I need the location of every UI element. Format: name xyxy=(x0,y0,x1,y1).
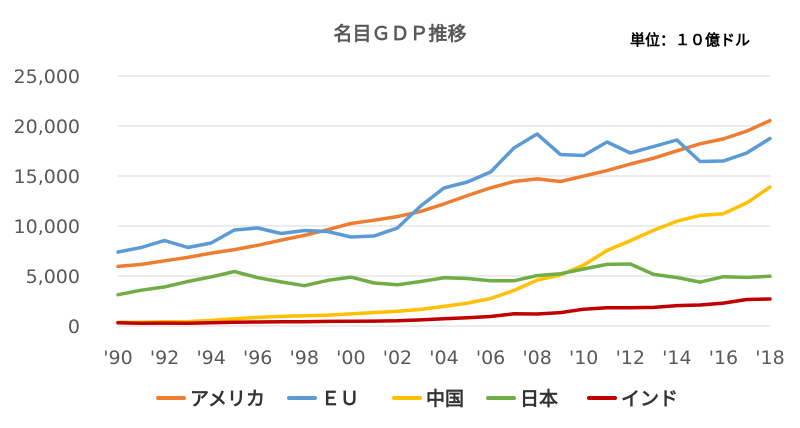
x-tick-label: '12 xyxy=(616,347,645,369)
x-tick-label: '16 xyxy=(709,347,738,369)
y-tick-label: 5,000 xyxy=(26,266,80,288)
y-tick-label: 25,000 xyxy=(14,66,80,88)
x-tick-label: '90 xyxy=(103,347,132,369)
y-axis-ticks: 0 5,000 10,000 15,000 20,000 25,000 xyxy=(14,66,80,338)
legend-label: 日本 xyxy=(520,387,558,410)
series-lines xyxy=(116,118,772,326)
series-line-4 xyxy=(116,297,772,326)
legend-label: インド xyxy=(621,388,678,410)
legend-label: 中国 xyxy=(426,387,464,410)
y-tick-label: 10,000 xyxy=(14,216,80,238)
x-tick-label: '02 xyxy=(383,347,412,369)
x-tick-label: '98 xyxy=(290,347,319,369)
series-line-3 xyxy=(116,262,772,297)
unit-label: 単位：１０億ドル xyxy=(630,31,750,49)
x-tick-label: '18 xyxy=(755,347,784,369)
legend-label: アメリカ xyxy=(190,388,265,410)
y-tick-label: 20,000 xyxy=(14,116,80,138)
chart-title: 名目ＧＤＰ推移 xyxy=(333,22,466,45)
legend-label: ＥＵ xyxy=(321,388,359,410)
x-tick-label: '92 xyxy=(150,347,179,369)
grid-lines xyxy=(118,75,770,327)
x-tick-label: '08 xyxy=(522,347,551,369)
series-line-2 xyxy=(116,185,772,325)
y-tick-label: 0 xyxy=(68,316,80,338)
x-tick-label: '96 xyxy=(243,347,272,369)
y-tick-label: 15,000 xyxy=(14,166,80,188)
x-tick-label: '04 xyxy=(429,347,458,369)
x-tick-label: '10 xyxy=(569,347,598,369)
x-axis-ticks: '90 '92 '94 '96 '98 '00 '02 '04 '06 '08 '10 '12 '14 '… xyxy=(103,347,784,369)
series-line-1 xyxy=(116,132,772,254)
legend: アメリカ ＥＵ 中国 日本 インド xyxy=(156,387,678,410)
x-tick-label: '94 xyxy=(196,347,225,369)
x-tick-label: '06 xyxy=(476,347,505,369)
series-line-0 xyxy=(116,118,772,269)
x-tick-label: '14 xyxy=(662,347,691,369)
x-tick-label: '00 xyxy=(336,347,365,369)
